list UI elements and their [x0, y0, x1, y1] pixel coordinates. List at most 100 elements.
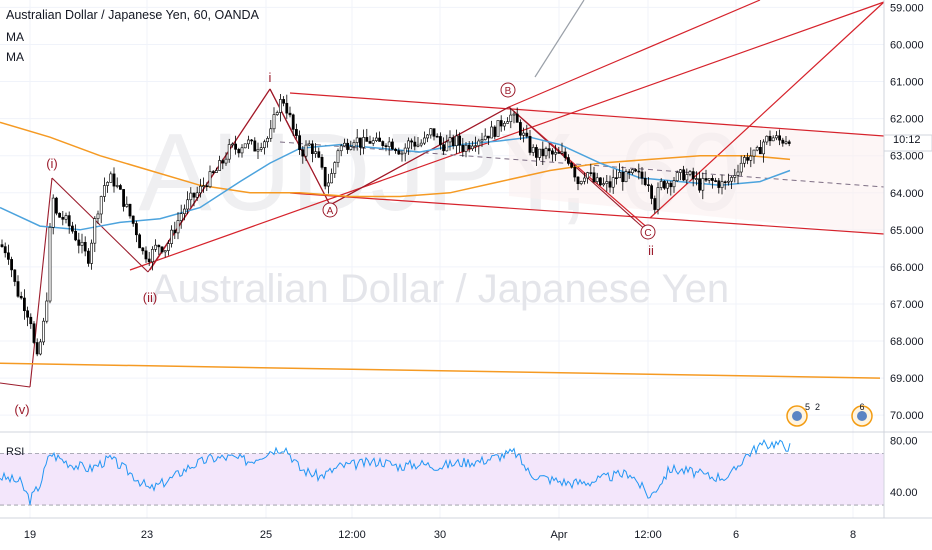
candle [317, 147, 321, 159]
candle [618, 163, 622, 179]
candle [61, 211, 65, 226]
event-count: 6 [859, 402, 864, 412]
candle-body [429, 128, 433, 136]
candle [183, 204, 186, 221]
candle [563, 147, 567, 162]
candle [595, 172, 599, 184]
candle-body [560, 151, 564, 154]
candle [691, 167, 695, 187]
candle-body [282, 99, 286, 104]
candle-body [410, 140, 414, 143]
candle [646, 177, 650, 192]
candle-body [426, 134, 430, 139]
event-badge [786, 405, 808, 427]
candle [374, 132, 378, 142]
indicator-label-ma-1[interactable]: MA [6, 30, 24, 44]
candle-body [333, 162, 337, 174]
candle-body [714, 180, 718, 182]
candle [381, 140, 385, 149]
candle [512, 111, 516, 124]
candle-body [534, 147, 538, 158]
wave-label-circle [640, 224, 656, 240]
candle [698, 171, 702, 193]
rsi-label[interactable]: RSI [6, 446, 25, 458]
candle-body [595, 177, 599, 182]
candle [71, 221, 74, 234]
candle-body [192, 192, 196, 198]
candle [326, 173, 330, 194]
candle-body [371, 140, 375, 144]
candle-body [87, 250, 90, 264]
candle [496, 120, 500, 137]
trend-line [508, 0, 761, 108]
time-tick-label: 12:00 [338, 529, 366, 541]
candle-body [51, 197, 55, 228]
grid [0, 0, 884, 518]
candle [163, 250, 167, 258]
candle-body [506, 121, 510, 124]
candle [765, 135, 769, 145]
candle-body [365, 137, 369, 142]
candle-body [67, 215, 71, 227]
candle-body [397, 150, 401, 155]
candle [237, 147, 241, 158]
candle-body [167, 243, 170, 251]
candle-body [518, 122, 522, 136]
candle-body [32, 323, 36, 343]
candle [397, 147, 401, 155]
rsi-pane: 80.00 40.00 [0, 435, 918, 506]
candle-body [317, 151, 321, 158]
candle [406, 137, 410, 155]
time-tick-label: 6 [733, 529, 739, 541]
candle [243, 143, 247, 149]
candle-body [493, 126, 497, 137]
candle [592, 166, 596, 183]
candle-body [602, 183, 606, 186]
candle-body [544, 148, 548, 157]
candle [115, 177, 119, 189]
price-tick-label: 69.000 [890, 373, 924, 385]
candle [739, 155, 743, 176]
candle [458, 132, 462, 153]
candle [202, 177, 206, 193]
candle [784, 136, 788, 145]
candle [310, 140, 314, 163]
candle [422, 131, 426, 145]
time-tick-label: 12:00 [634, 529, 662, 541]
candle-body [138, 234, 142, 249]
candle-body [720, 181, 724, 188]
candles [0, 93, 791, 357]
candle-body [288, 112, 292, 116]
candle [429, 128, 433, 139]
time-tick-label: 8 [850, 529, 856, 541]
candle-body [390, 141, 394, 150]
candle-body [176, 220, 180, 234]
candle [576, 176, 580, 191]
candle [371, 137, 375, 147]
candle [448, 130, 452, 151]
candle [771, 135, 775, 142]
candle-body [339, 145, 343, 152]
candle-body [115, 185, 119, 187]
candle-body [310, 143, 314, 154]
candle [675, 170, 679, 183]
candle-body [547, 148, 551, 152]
candle-body [707, 178, 711, 181]
candle [349, 140, 353, 151]
candle-body [141, 247, 145, 252]
candle [157, 244, 161, 256]
candle-body [3, 246, 7, 254]
candle-body [0, 244, 4, 247]
candle-body [611, 177, 615, 188]
candle-body [637, 170, 641, 173]
candle-body [438, 136, 442, 145]
candle [579, 180, 583, 186]
candle-body [135, 223, 138, 236]
price-tick-label: 70.000 [890, 410, 924, 422]
trend-line [289, 92, 885, 137]
candle [87, 248, 90, 267]
candle [74, 224, 78, 242]
candle [634, 168, 638, 173]
indicator-label-ma-2[interactable]: MA [6, 50, 24, 64]
